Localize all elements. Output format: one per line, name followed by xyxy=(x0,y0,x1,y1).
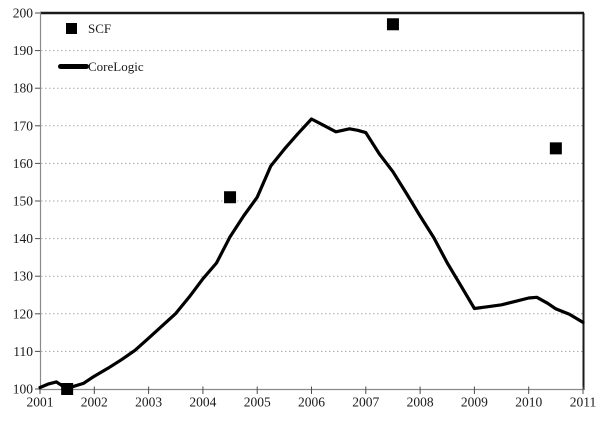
x-tick-label-2011: 2011 xyxy=(570,395,597,410)
y-tick-label-140: 140 xyxy=(13,231,34,246)
scf-data-point-1 xyxy=(224,191,237,204)
x-tick-label-2007: 2007 xyxy=(352,395,379,410)
x-tick-label-2002: 2002 xyxy=(81,395,108,410)
legend-label-corelogic: CoreLogic xyxy=(88,59,144,74)
scf-data-point-2 xyxy=(386,18,399,31)
y-tick-label-130: 130 xyxy=(13,269,34,284)
corelogic-line-marker-icon xyxy=(58,64,89,69)
y-tick-label-160: 160 xyxy=(13,156,34,171)
x-tick-label-2010: 2010 xyxy=(515,395,542,410)
x-tick-label-2005: 2005 xyxy=(244,395,271,410)
y-tick-label-200: 200 xyxy=(13,6,34,21)
x-tick-label-2006: 2006 xyxy=(298,395,325,410)
y-tick-label-150: 150 xyxy=(13,194,34,209)
legend-label-scf: SCF xyxy=(88,21,112,36)
y-tick-label-100: 100 xyxy=(13,382,34,397)
x-tick-label-2003: 2003 xyxy=(135,395,162,410)
x-tick-label-2008: 2008 xyxy=(407,395,434,410)
y-tick-label-190: 190 xyxy=(13,43,34,58)
corelogic-line-series xyxy=(38,117,585,390)
x-tick-label-2004: 2004 xyxy=(189,395,216,410)
y-tick-label-180: 180 xyxy=(13,81,34,96)
scf-data-point-3 xyxy=(549,142,562,155)
scf-square-marker-icon xyxy=(66,23,77,34)
x-tick-label-2001: 2001 xyxy=(27,395,54,410)
y-tick-label-120: 120 xyxy=(13,306,34,321)
y-tick-label-110: 110 xyxy=(13,344,33,359)
x-tick-label-2009: 2009 xyxy=(461,395,488,410)
y-tick-label-170: 170 xyxy=(13,118,34,133)
